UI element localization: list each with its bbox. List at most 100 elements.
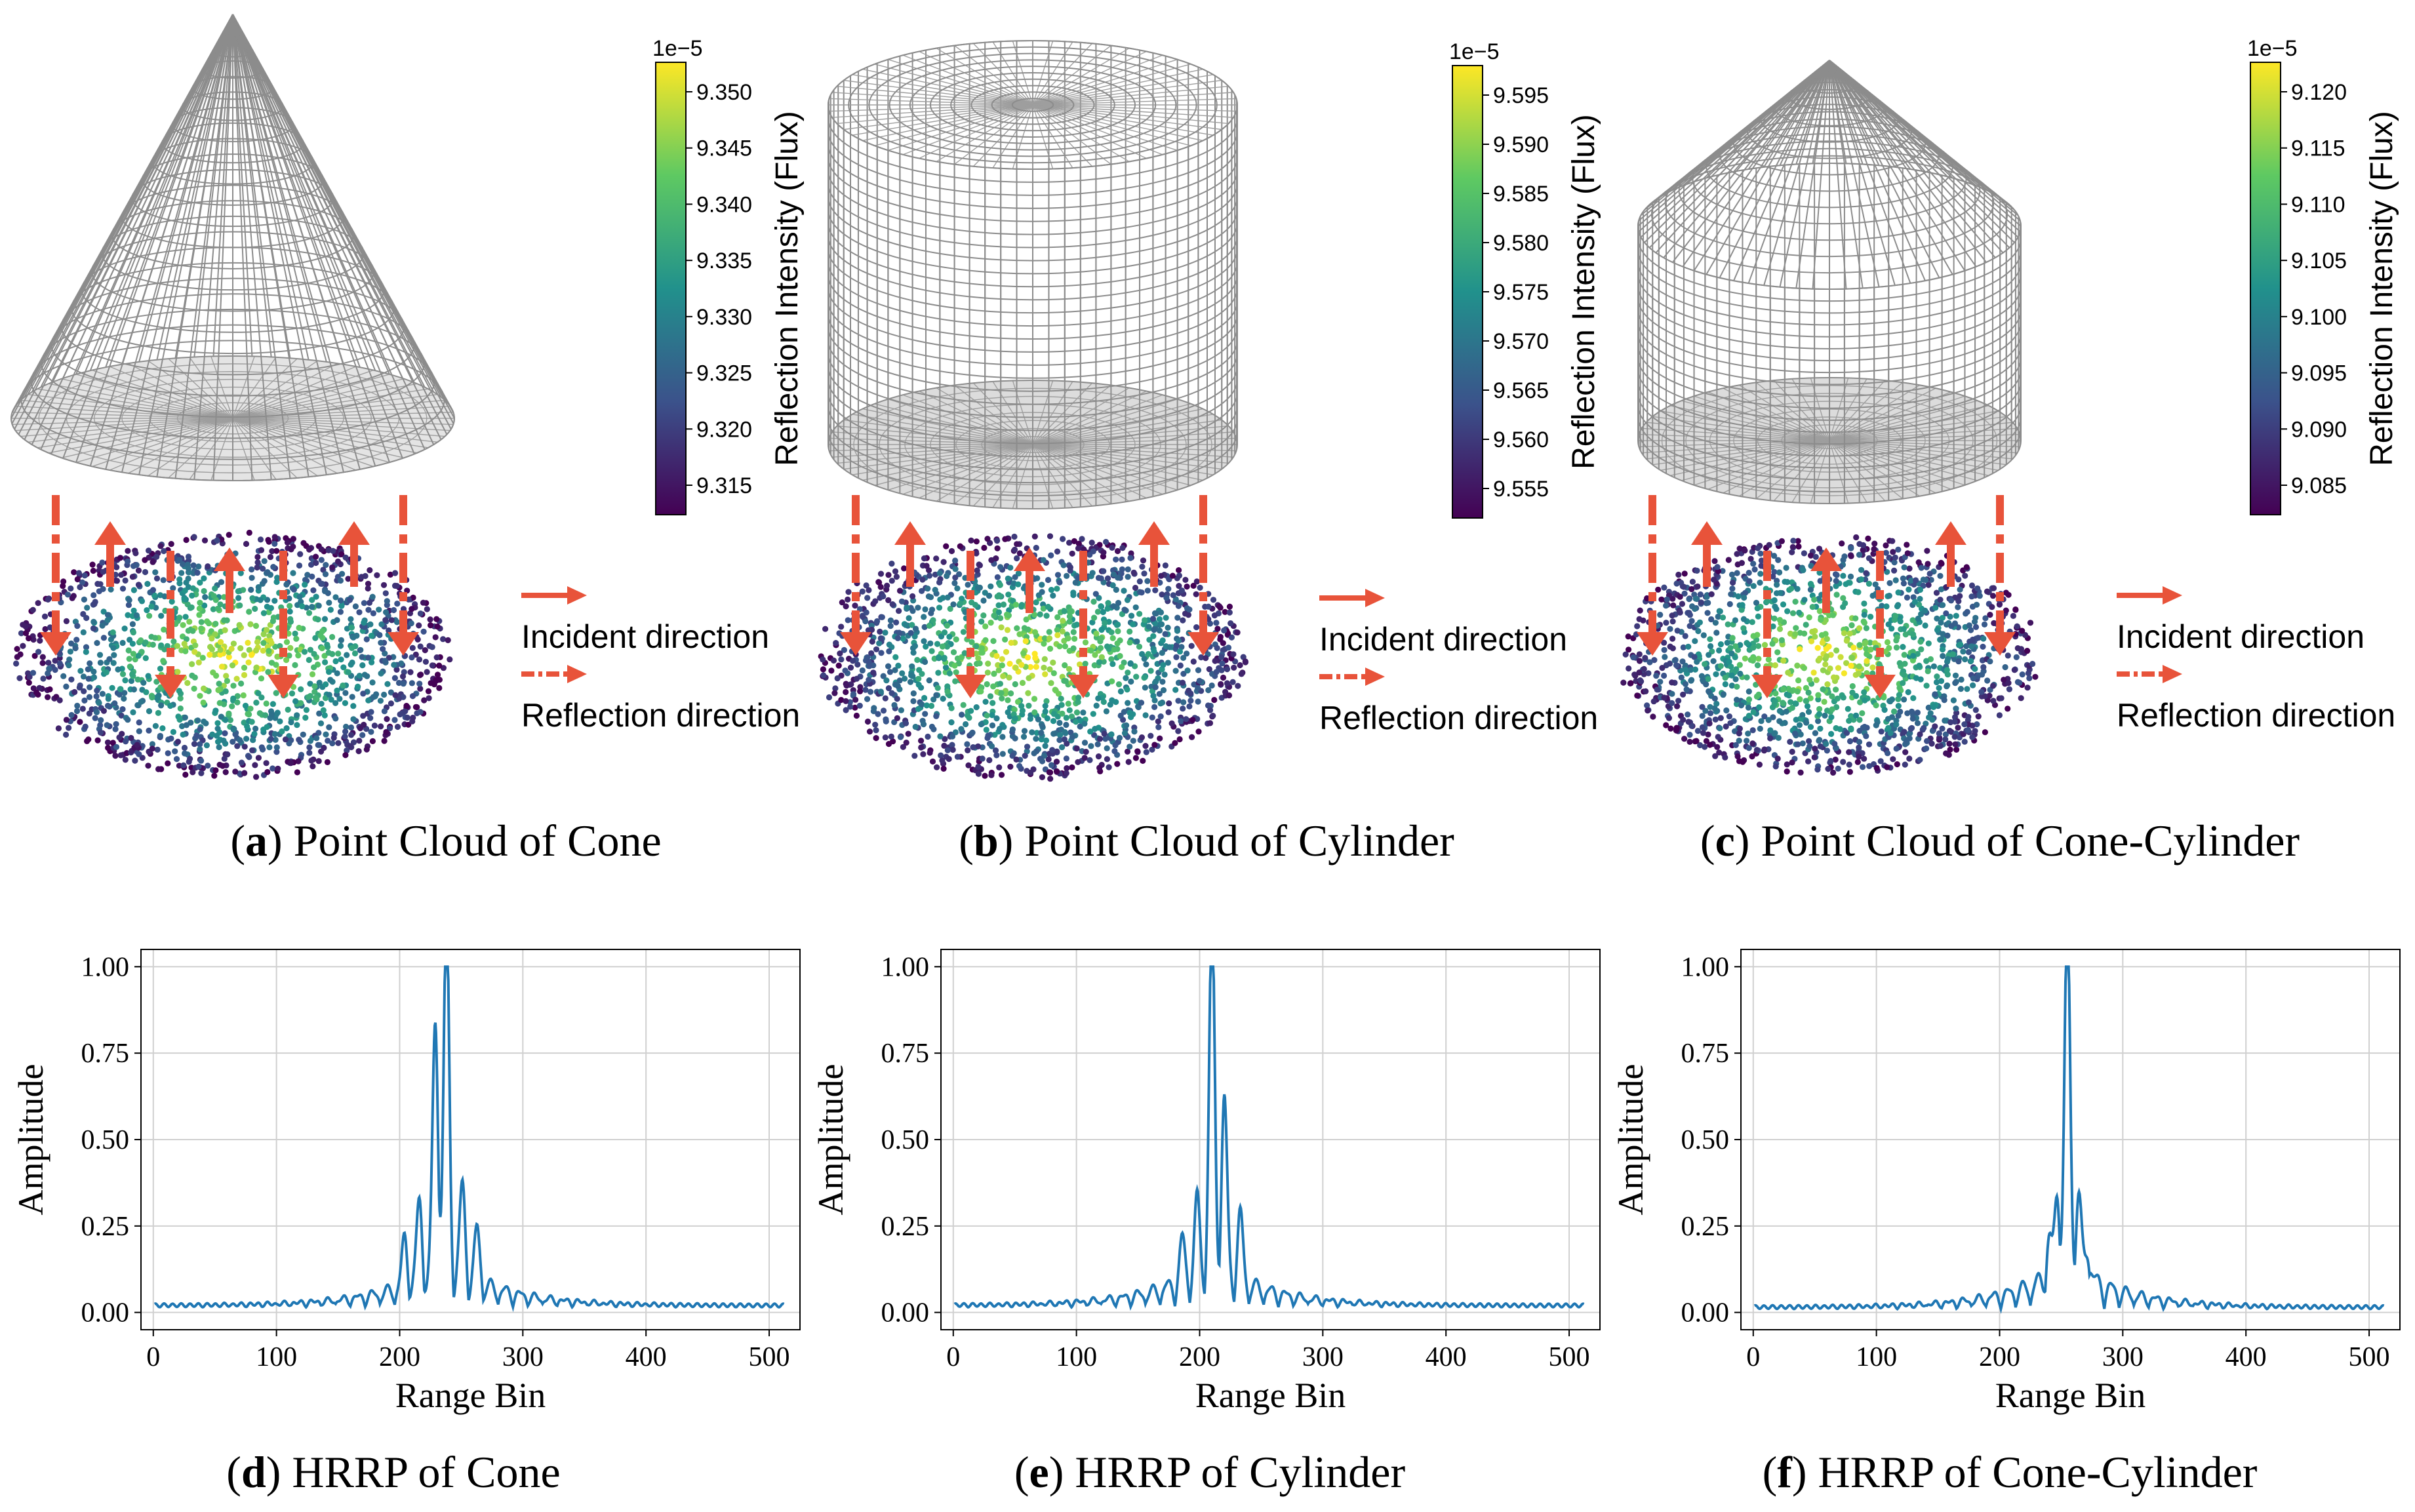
chart-f: 0 100 200 300 400 500 0.00 0.25 0.50 0.75 1.00 Rang… — [1611, 949, 2401, 1415]
arrows-b — [840, 495, 1219, 698]
x-tick-label: 200 — [1179, 1342, 1220, 1372]
y-tick-label: 1.00 — [881, 952, 930, 982]
cone-wireframe — [10, 14, 456, 481]
hrrp-series-line — [953, 965, 1585, 1311]
colorbar-exponent: 1e−5 — [2247, 36, 2298, 61]
y-tick-label: 0.25 — [881, 1212, 930, 1242]
caption-a: (a) Point Cloud of Cone — [230, 816, 661, 865]
colorbar-exponent: 1e−5 — [652, 36, 703, 61]
x-tick-label: 0 — [946, 1342, 960, 1372]
cone-cylinder-wireframe — [1637, 60, 2022, 504]
legend-c: Incident direction Reflection direction — [2117, 586, 2395, 734]
panel-c: 1e−5 9.120 9.115 9.110 9.105 9.100 9.095 9.090 9… — [1620, 36, 2399, 865]
x-axis-label: Range Bin — [1995, 1376, 2146, 1415]
x-tick-label: 200 — [1979, 1342, 2020, 1372]
colorbar-tick: 9.105 — [2291, 249, 2347, 273]
colorbar-b: 1e−5 9.595 9.590 9.585 9.580 9.575 9.570 9.565 9… — [1449, 39, 1601, 519]
y-tick-label: 0.00 — [1681, 1298, 1730, 1328]
legend-b: Incident direction Reflection direction — [1319, 589, 1598, 736]
caption-f: (f) HRRP of Cone-Cylinder — [1763, 1447, 2258, 1497]
x-tick-label: 400 — [626, 1342, 667, 1372]
x-tick-label: 400 — [2225, 1342, 2267, 1372]
x-tick-label: 500 — [749, 1342, 790, 1372]
x-tick-label: 200 — [379, 1342, 420, 1372]
colorbar-tick: 9.350 — [696, 80, 752, 105]
x-axis-label: Range Bin — [1195, 1376, 1346, 1415]
colorbar-label: Reflection Intensity (Flux) — [770, 111, 805, 466]
colorbar-tick: 9.110 — [2291, 192, 2345, 217]
arrows-a — [40, 495, 419, 698]
colorbar-tick: 9.320 — [696, 417, 752, 442]
y-tick-label: 0.25 — [81, 1212, 130, 1242]
colorbar-tick: 9.575 — [1493, 280, 1549, 305]
colorbar-tick: 9.345 — [696, 136, 752, 161]
colorbar-tick: 9.335 — [696, 249, 752, 273]
colorbar-label: Reflection Intensity (Flux) — [1567, 114, 1601, 469]
x-tick-label: 100 — [1856, 1342, 1897, 1372]
y-axis-label: Amplitude — [1611, 1064, 1650, 1216]
legend-a: Incident direction Reflection direction — [521, 586, 800, 734]
hrrp-series-line — [1753, 965, 2385, 1315]
plot-frame — [140, 949, 801, 1330]
x-tick-label: 400 — [1426, 1342, 1467, 1372]
legend-reflection: Reflection direction — [521, 697, 800, 734]
colorbar-tick: 9.590 — [1493, 132, 1549, 157]
colorbar-tick: 9.315 — [696, 473, 752, 498]
y-tick-label: 0.50 — [1681, 1125, 1730, 1155]
y-tick-label: 0.75 — [881, 1039, 930, 1069]
x-tick-label: 100 — [1056, 1342, 1097, 1372]
x-tick-label: 0 — [1746, 1342, 1760, 1372]
y-axis-label: Amplitude — [11, 1064, 50, 1216]
colorbar-tick: 9.565 — [1493, 378, 1549, 403]
colorbar-tick: 9.100 — [2291, 305, 2347, 330]
colorbar-tick: 9.580 — [1493, 231, 1549, 256]
colorbar-tick: 9.115 — [2291, 136, 2345, 161]
colorbar-tick: 9.325 — [696, 361, 752, 386]
colorbar-tick: 9.595 — [1493, 83, 1549, 108]
x-tick-label: 300 — [502, 1342, 544, 1372]
colorbar-tick: 9.090 — [2291, 417, 2347, 442]
colorbar-tick: 9.560 — [1493, 428, 1549, 452]
colorbar-tick: 9.095 — [2291, 361, 2347, 386]
plot-frame — [940, 949, 1601, 1330]
panel-b: 1e−5 9.595 9.590 9.585 9.580 9.575 9.570 9.565 9… — [818, 39, 1601, 865]
legend-reflection: Reflection direction — [1319, 700, 1598, 736]
x-tick-label: 500 — [2349, 1342, 2390, 1372]
panel-a: 1e−5 9.350 9.345 9.340 9.335 9.330 9.325 9.320 9… — [10, 14, 805, 865]
colorbar-tick: 9.570 — [1493, 329, 1549, 354]
point-cloud-c — [1620, 534, 2039, 776]
caption-b: (b) Point Cloud of Cylinder — [959, 816, 1454, 865]
legend-reflection: Reflection direction — [2117, 697, 2395, 734]
colorbar-label: Reflection Intensity (Flux) — [2365, 111, 2399, 466]
y-tick-label: 0.75 — [81, 1039, 130, 1069]
y-tick-label: 0.00 — [881, 1298, 930, 1328]
y-tick-label: 1.00 — [1681, 952, 1730, 982]
x-tick-label: 0 — [146, 1342, 160, 1372]
colorbar-tick: 9.330 — [696, 305, 752, 330]
colorbar-exponent: 1e−5 — [1449, 39, 1500, 64]
chart-d: 0 100 200 300 400 500 0.00 0.25 0.50 0.75 1.00 Rang… — [11, 949, 801, 1415]
legend-incident: Incident direction — [521, 618, 769, 655]
caption-d: (d) HRRP of Cone — [226, 1447, 560, 1497]
plot-frame — [1740, 949, 2401, 1330]
hrrp-series-line — [153, 965, 785, 1313]
cylinder-wireframe — [828, 40, 1239, 509]
chart-e: 0 100 200 300 400 500 0.00 0.25 0.50 0.75 1.00 Rang… — [811, 949, 1601, 1415]
colorbar-c: 1e−5 9.120 9.115 9.110 9.105 9.100 9.095 9.090 9… — [2247, 36, 2399, 515]
y-tick-label: 0.25 — [1681, 1212, 1730, 1242]
y-tick-label: 0.50 — [81, 1125, 130, 1155]
legend-incident: Incident direction — [1319, 621, 1567, 658]
y-tick-label: 0.00 — [81, 1298, 130, 1328]
caption-e: (e) HRRP of Cylinder — [1014, 1447, 1406, 1497]
colorbar-tick: 9.120 — [2291, 80, 2347, 105]
y-axis-label: Amplitude — [811, 1064, 850, 1216]
y-tick-label: 0.75 — [1681, 1039, 1730, 1069]
colorbar-tick: 9.340 — [696, 192, 752, 217]
x-axis-label: Range Bin — [395, 1376, 546, 1415]
x-tick-label: 100 — [256, 1342, 297, 1372]
legend-incident: Incident direction — [2117, 618, 2365, 655]
point-cloud-a — [13, 529, 453, 780]
colorbar-a: 1e−5 9.350 9.345 9.340 9.335 9.330 9.325 9.320 9… — [652, 36, 805, 515]
colorbar-tick: 9.555 — [1493, 477, 1549, 502]
